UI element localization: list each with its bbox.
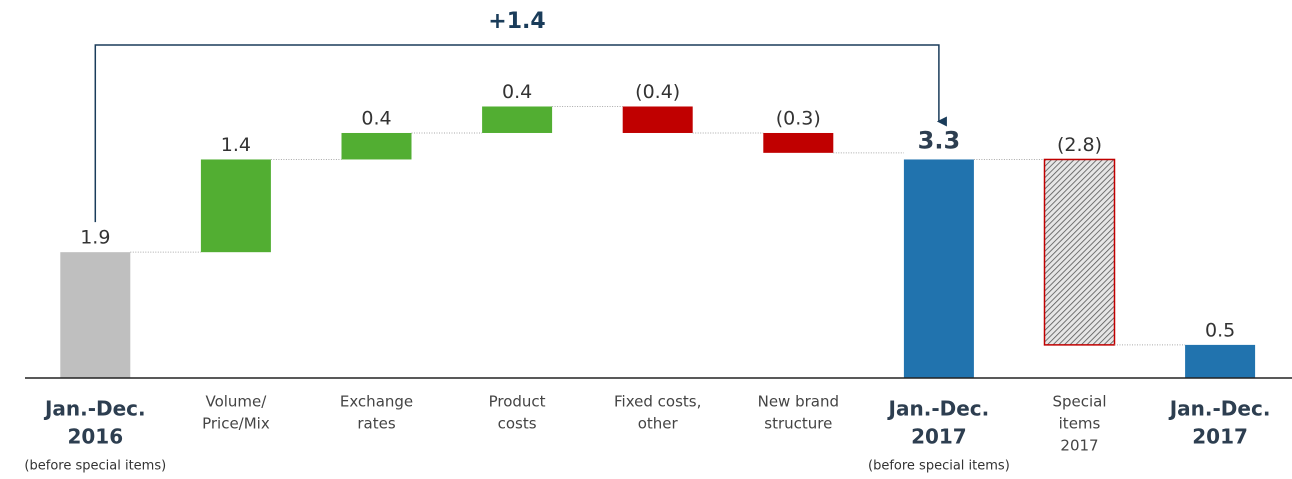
x-tick-label: Volume/: [205, 393, 267, 411]
value-label: 1.4: [221, 134, 251, 156]
bar: [341, 132, 412, 160]
value-label: 1.9: [80, 227, 110, 249]
x-tick-label: 2017: [1060, 437, 1098, 455]
value-label: 0.4: [502, 81, 532, 103]
category-note: (before special items): [868, 459, 1010, 474]
x-tick-label: other: [638, 415, 679, 433]
x-tick-label: Jan.-Dec.: [887, 397, 990, 421]
bracket: [94, 44, 947, 223]
x-tick-label: Exchange: [340, 393, 413, 411]
x-tick-label: Product: [489, 393, 546, 411]
x-tick-label: Fixed costs,: [614, 393, 701, 411]
x-tick-label: Price/Mix: [202, 415, 270, 433]
x-tick-label: Jan.-Dec.: [1168, 397, 1271, 421]
bar: [1043, 158, 1116, 346]
bar: [1185, 344, 1256, 378]
bar: [482, 106, 553, 133]
x-tick-label: 2017: [1192, 425, 1248, 449]
value-label: (0.3): [776, 107, 821, 129]
bar: [763, 132, 834, 153]
value-label: (2.8): [1057, 134, 1102, 156]
x-tick-label: structure: [764, 415, 832, 433]
x-tick-label: Special: [1052, 393, 1106, 411]
x-tick-label: Jan.-Dec.: [43, 397, 146, 421]
x-tick-label: rates: [357, 415, 395, 433]
value-label: (0.4): [635, 81, 680, 103]
bar: [622, 106, 693, 133]
annotation: +1.4: [488, 9, 545, 34]
bar: [200, 159, 271, 253]
x-tick-label: New brand: [758, 393, 839, 411]
bar: [903, 159, 974, 378]
x-tick-label: 2016: [67, 425, 123, 449]
category-note: (before special items): [24, 459, 166, 474]
value-label: 0.5: [1205, 319, 1235, 341]
bar: [60, 252, 131, 378]
x-tick-label: 2017: [911, 425, 967, 449]
value-label: 0.4: [361, 107, 391, 129]
x-tick-label: items: [1059, 415, 1101, 433]
x-tick-label: costs: [498, 415, 537, 433]
value-label: 3.3: [918, 126, 961, 154]
